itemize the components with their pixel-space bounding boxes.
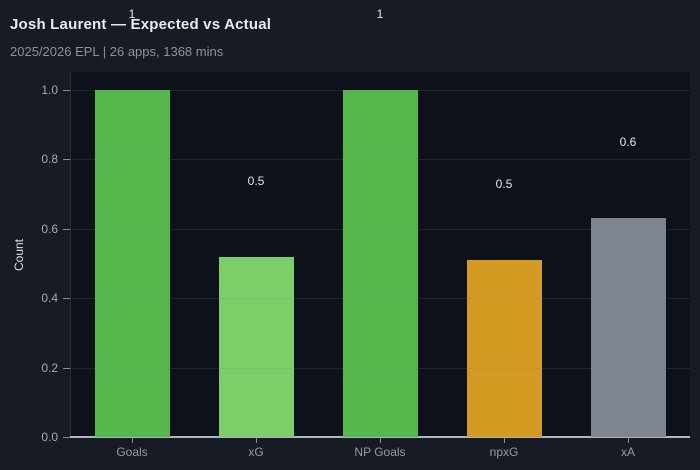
bar-value-label-goals: 1 bbox=[128, 7, 136, 21]
x-tick-mark bbox=[132, 438, 133, 443]
gridline bbox=[70, 367, 690, 369]
x-axis-line bbox=[70, 436, 690, 438]
y-tick-mark bbox=[63, 437, 70, 438]
gridline bbox=[70, 298, 690, 300]
bar-goals bbox=[94, 90, 170, 437]
y-tick-mark bbox=[63, 298, 70, 300]
y-tick-label: 0.2 bbox=[41, 360, 58, 375]
y-tick-label: 1.0 bbox=[41, 83, 58, 97]
bar-xg bbox=[218, 257, 294, 437]
x-tick-mark bbox=[628, 438, 629, 443]
bar-value-label-np-goals: 1 bbox=[376, 7, 384, 21]
bar-npxg bbox=[466, 260, 542, 437]
y-tick-label: 0.6 bbox=[41, 221, 58, 236]
bar-xa bbox=[590, 218, 666, 437]
gridline bbox=[70, 228, 690, 230]
y-tick-mark bbox=[63, 367, 70, 369]
x-tick-label-npxg: npxG bbox=[489, 445, 519, 459]
x-tick-mark bbox=[256, 438, 257, 443]
x-tick-label-goals: Goals bbox=[116, 445, 148, 459]
y-tick-mark bbox=[63, 159, 70, 161]
gridline bbox=[70, 159, 690, 161]
bar-value-label-xg: 0.5 bbox=[247, 174, 265, 188]
bar-value-label-xa: 0.6 bbox=[619, 135, 637, 149]
y-tick-label: 0.8 bbox=[41, 152, 58, 167]
bar-value-label-npxg: 0.5 bbox=[495, 177, 513, 191]
x-tick-label-xg: xG bbox=[248, 445, 264, 459]
x-tick-mark bbox=[380, 438, 381, 443]
x-tick-label-np-goals: NP Goals bbox=[354, 445, 406, 459]
y-tick-mark bbox=[63, 228, 70, 230]
bar-np-goals bbox=[342, 90, 418, 437]
y-tick-label: 0.0 bbox=[41, 430, 58, 444]
chart-title: Josh Laurent — Expected vs Actual bbox=[10, 16, 272, 33]
chart-subtitle: 2025/2026 EPL | 26 apps, 1368 mins bbox=[10, 44, 224, 59]
y-axis-line bbox=[70, 72, 71, 437]
gridline bbox=[70, 90, 690, 91]
y-tick-mark bbox=[63, 90, 70, 91]
y-tick-label: 0.4 bbox=[41, 291, 58, 306]
x-tick-mark bbox=[504, 438, 505, 443]
x-tick-label-xa: xA bbox=[620, 445, 635, 459]
